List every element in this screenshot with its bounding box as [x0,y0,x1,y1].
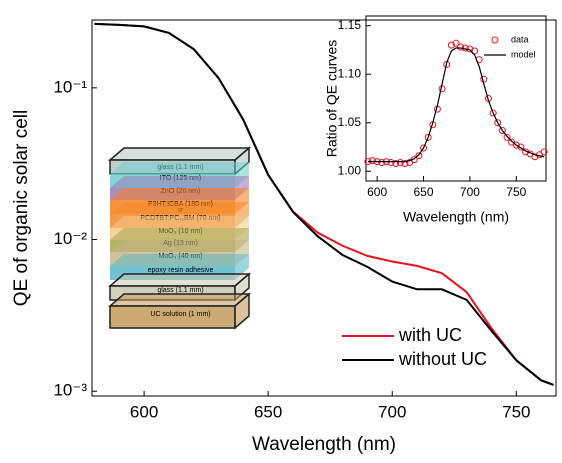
stack-top [107,273,252,287]
legend-label: data [511,34,529,44]
y-tick-label: 10⁻³ [53,381,87,400]
data-point [424,133,432,141]
legend-marker [491,36,499,44]
data-point [392,160,400,168]
x-axis-label: Wavelength (nm) [403,209,509,225]
data-point [494,119,502,127]
stack-top [107,293,252,307]
y-tick-label: 1.15 [338,18,362,32]
data-point [489,109,497,117]
series-line [94,22,554,386]
stack-top [110,216,249,228]
x-tick-label: 750 [502,402,530,421]
stack-label: glass (1.1 mm) [157,287,203,294]
data-point [387,159,395,167]
stack-label: UC solution (1 mm) [150,311,210,318]
data-point [401,160,409,168]
x-axis-label: Wavelength (nm) [252,434,396,455]
data-point [447,41,455,49]
x-tick-label: 650 [254,402,282,421]
legend-label: with UC [398,325,462,345]
stack-label: epoxy resin adhesive [148,267,214,274]
x-tick-label: 600 [130,402,158,421]
data-point [531,153,539,161]
x-tick-label: 650 [414,185,434,199]
y-tick-label: 1.00 [338,163,362,177]
y-axis-label: QE of organic solar cell [11,110,32,306]
x-tick-label: 700 [378,402,406,421]
data-point [517,143,525,151]
stack-side [234,292,250,330]
data-point [540,148,548,156]
stack-top [110,240,249,252]
data-point [415,152,423,160]
x-tick-label: 700 [460,185,480,199]
x-tick-label: 600 [367,185,387,199]
y-tick-label: 10⁻² [53,229,87,248]
data-point [452,39,460,47]
data-point [457,43,465,51]
data-point [503,133,511,141]
plot-frame [365,15,547,182]
stack-top [107,147,252,161]
plot-frame [91,19,557,397]
stack-top [110,254,249,266]
y-axis-label: Ratio of QE curves [324,40,340,158]
y-tick-label: 1.05 [338,115,362,129]
y-tick-label: 1.10 [338,66,362,80]
data-point [498,127,506,135]
series-line [367,47,545,163]
stack-top [110,176,249,188]
stack-top [110,162,249,174]
data-point [368,157,376,165]
y-tick-label: 10⁻¹ [53,77,87,96]
data-point [420,144,428,152]
device-stack: glass (1.1 mm)ITO (125 nm)ZnO (20 nm)P3H… [107,146,252,330]
data-point [396,159,404,167]
legend-label: without UC [398,349,487,369]
x-tick-label: 750 [506,185,526,199]
stack-top [110,228,249,240]
legend-label: model [511,49,536,59]
data-point [512,141,520,149]
stack-top [110,188,249,200]
stack-top [110,202,249,214]
data-point [378,159,386,167]
